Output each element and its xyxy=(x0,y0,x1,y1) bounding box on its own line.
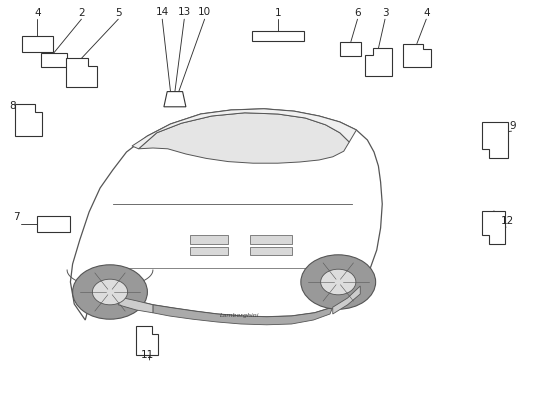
Text: 11: 11 xyxy=(141,350,154,360)
Polygon shape xyxy=(118,297,153,313)
Text: 14: 14 xyxy=(156,7,169,17)
Polygon shape xyxy=(70,109,382,320)
Polygon shape xyxy=(190,235,228,244)
Polygon shape xyxy=(164,92,186,107)
Text: 4: 4 xyxy=(423,8,430,18)
Polygon shape xyxy=(403,44,431,67)
Polygon shape xyxy=(482,211,505,244)
Polygon shape xyxy=(190,247,228,255)
Text: 4: 4 xyxy=(34,8,41,18)
Circle shape xyxy=(92,279,128,305)
Polygon shape xyxy=(132,109,356,149)
Polygon shape xyxy=(250,235,292,244)
Polygon shape xyxy=(365,48,392,76)
Polygon shape xyxy=(153,305,333,325)
Text: 1: 1 xyxy=(274,8,281,18)
Polygon shape xyxy=(250,247,292,255)
Text: 6: 6 xyxy=(354,8,361,18)
Circle shape xyxy=(73,265,147,319)
Polygon shape xyxy=(333,286,360,314)
Text: a passion for lamborghini: a passion for lamborghini xyxy=(178,244,372,260)
Bar xyxy=(23,36,53,52)
Text: 10: 10 xyxy=(198,7,211,17)
Bar xyxy=(340,42,361,56)
Polygon shape xyxy=(136,326,158,355)
Text: 2: 2 xyxy=(78,8,85,18)
Text: 13: 13 xyxy=(178,7,191,17)
Text: 12: 12 xyxy=(500,216,514,226)
Polygon shape xyxy=(15,104,42,136)
Polygon shape xyxy=(139,113,349,163)
Text: 5: 5 xyxy=(115,8,122,18)
Circle shape xyxy=(301,255,376,309)
Text: Lamborghini: Lamborghini xyxy=(219,313,259,318)
Polygon shape xyxy=(66,58,97,87)
Text: 3: 3 xyxy=(382,8,388,18)
Text: 7: 7 xyxy=(13,212,20,222)
Bar xyxy=(252,31,304,41)
Text: 9: 9 xyxy=(509,121,516,131)
Text: euroParts: euroParts xyxy=(106,191,334,233)
Bar xyxy=(37,216,70,232)
Text: 8: 8 xyxy=(9,101,15,111)
Polygon shape xyxy=(482,122,508,158)
Circle shape xyxy=(321,269,356,295)
Bar xyxy=(41,53,67,67)
